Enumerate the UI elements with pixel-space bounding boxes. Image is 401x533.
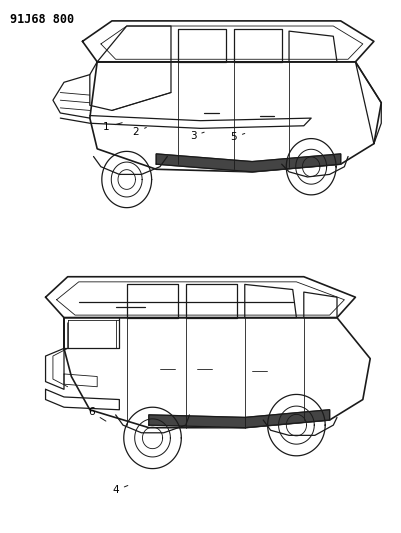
Polygon shape bbox=[149, 410, 330, 427]
Text: 3: 3 bbox=[190, 131, 204, 141]
Text: 6: 6 bbox=[88, 407, 106, 421]
Text: 5: 5 bbox=[231, 132, 245, 142]
Text: 1: 1 bbox=[103, 122, 122, 132]
Text: 4: 4 bbox=[112, 486, 128, 495]
Text: 91J68 800: 91J68 800 bbox=[10, 13, 74, 26]
Text: 2: 2 bbox=[133, 127, 146, 137]
Polygon shape bbox=[156, 154, 341, 172]
